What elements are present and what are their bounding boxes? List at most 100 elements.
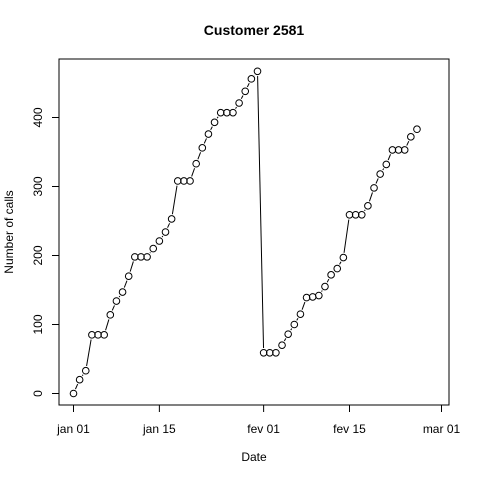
data-point: [370, 184, 378, 192]
data-point: [143, 253, 151, 261]
x-tick-label: jan 01: [56, 422, 90, 436]
y-tick-label: 200: [31, 245, 45, 265]
plot-frame: [58, 58, 450, 406]
data-point: [333, 264, 342, 273]
series-segment: [203, 138, 207, 144]
data-point: [357, 210, 366, 219]
data-point: [204, 130, 213, 138]
series-segment: [296, 318, 299, 321]
data-point: [149, 244, 158, 253]
y-tick-label: 100: [31, 314, 45, 334]
data-point: [284, 330, 292, 338]
data-point: [216, 108, 225, 117]
y-tick-label: 400: [31, 107, 45, 127]
data-point: [118, 288, 127, 296]
series-segment: [86, 339, 92, 367]
series-segment: [197, 152, 202, 160]
data-point: [124, 272, 133, 281]
series-segment: [283, 338, 287, 342]
series-segment: [216, 116, 219, 119]
series-segment: [387, 154, 392, 161]
series-segment: [339, 261, 342, 265]
series-segment: [290, 328, 293, 331]
series-segment: [161, 235, 164, 238]
data-point: [351, 210, 360, 219]
data-point: [198, 144, 207, 152]
data-point: [321, 282, 329, 291]
y-axis-label: Number of calls: [2, 190, 16, 273]
series-segment: [364, 209, 366, 212]
series-segment: [343, 219, 350, 253]
data-point: [241, 87, 250, 96]
data-point: [247, 75, 256, 83]
series-segment: [321, 290, 323, 292]
data-point: [296, 310, 305, 318]
data-point: [315, 291, 323, 300]
data-point: [382, 160, 391, 169]
series-segment: [81, 374, 84, 377]
data-point: [137, 253, 145, 261]
y-axis: 0 100 200 300 400: [31, 107, 60, 397]
data-point: [364, 202, 372, 210]
x-axis: jan 01 jan 15 fev 01 fev 15 mar 01: [56, 404, 460, 436]
data-point: [308, 293, 317, 301]
series-segment: [326, 278, 330, 283]
data-point: [81, 366, 90, 375]
data-point: [88, 331, 96, 339]
data-point: [327, 271, 335, 279]
data-point: [272, 348, 280, 357]
data-point: [106, 311, 115, 319]
data-point: [376, 170, 384, 178]
series-segment: [382, 168, 385, 171]
series-segment: [118, 295, 121, 298]
data-point: [112, 297, 121, 305]
data-point: [413, 125, 421, 134]
series-segment: [111, 305, 115, 311]
data-point: [131, 253, 139, 261]
data-point: [290, 320, 299, 329]
data-point: [278, 341, 286, 350]
series-segment: [375, 178, 379, 184]
y-tick-label: 0: [31, 390, 45, 397]
x-axis-label: Date: [241, 450, 267, 464]
series-lines: [74, 74, 415, 390]
data-point: [345, 210, 354, 219]
series-segment: [210, 126, 213, 131]
data-point: [186, 177, 194, 185]
series-segment: [167, 223, 171, 228]
data-point: [69, 389, 78, 398]
data-point: [94, 331, 102, 339]
series-segment: [123, 280, 128, 288]
series-segment: [129, 261, 134, 272]
data-point: [167, 215, 176, 223]
chart-title: Customer 2581: [204, 22, 305, 38]
series-segment: [246, 82, 250, 88]
series-points: [69, 67, 421, 398]
data-point: [400, 146, 409, 154]
data-point: [173, 177, 182, 185]
series-segment: [74, 383, 79, 390]
series-segment: [235, 106, 237, 109]
data-point: [253, 67, 262, 76]
x-tick-label: fev 01: [247, 422, 280, 436]
data-point: [407, 133, 415, 141]
data-point: [302, 293, 311, 302]
data-point: [100, 331, 108, 339]
series-segment: [240, 95, 244, 99]
data-point: [388, 146, 397, 154]
x-tick-label: jan 15: [142, 422, 176, 436]
data-point: [265, 348, 274, 357]
y-tick-label: 300: [31, 176, 45, 196]
data-point: [229, 108, 237, 117]
data-point: [155, 237, 164, 245]
data-point: [180, 177, 188, 185]
series-segment: [257, 76, 265, 349]
data-point: [259, 348, 268, 357]
data-point: [223, 108, 231, 117]
series-segment: [191, 168, 196, 177]
series-segment: [171, 185, 178, 215]
data-point: [75, 375, 84, 384]
data-point: [192, 159, 200, 168]
data-point: [161, 228, 170, 236]
